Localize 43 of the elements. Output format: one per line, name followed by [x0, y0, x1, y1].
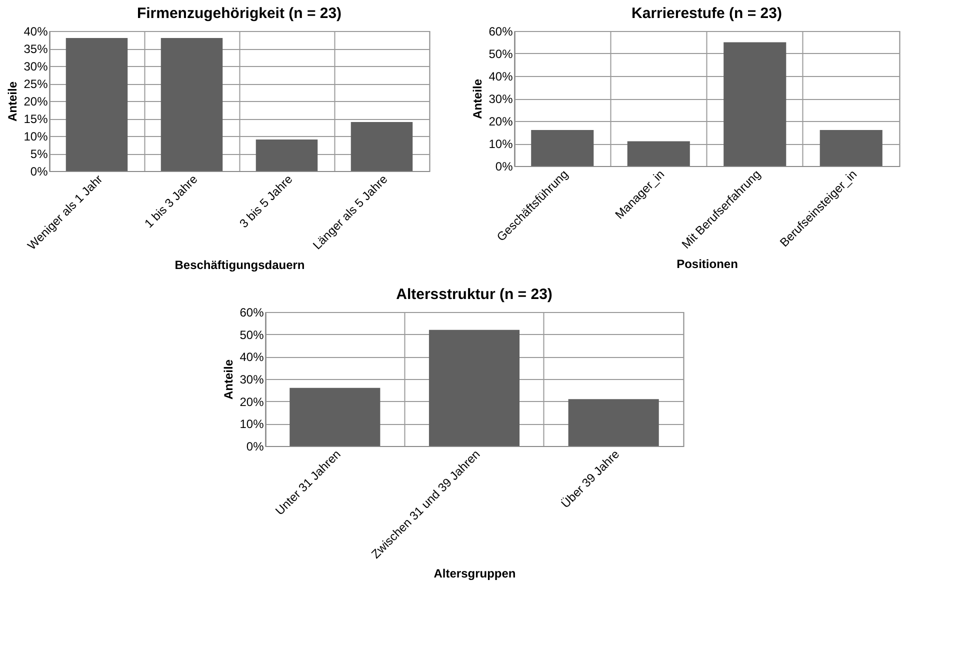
y-tick-label: 20% — [24, 94, 48, 108]
y-tick-label: 35% — [24, 42, 48, 56]
chart-title: Firmenzugehörigkeit (n = 23) — [136, 5, 342, 22]
y-tick-label: 50% — [240, 328, 264, 342]
bar — [350, 122, 413, 171]
y-tick-label: 15% — [24, 112, 48, 126]
bar — [428, 330, 520, 446]
bar — [724, 42, 786, 166]
bar — [66, 38, 128, 171]
y-tick-label: 10% — [24, 130, 48, 144]
x-axis-title: Beschäftigungsdauern — [174, 258, 305, 272]
y-tick-label: 10% — [488, 137, 514, 151]
y-tick-label: 30% — [24, 60, 48, 74]
bar — [160, 38, 223, 171]
y-axis-title: Anteile — [470, 78, 485, 120]
y-tick-label: 50% — [488, 47, 514, 61]
chart-title: Karrierestufe (n = 23) — [632, 5, 782, 22]
y-tick-label: 20% — [240, 394, 264, 409]
y-tick-label: 30% — [240, 372, 264, 386]
y-tick-label: 60% — [240, 306, 264, 320]
y-tick-label: 40% — [24, 24, 48, 38]
y-axis-title: Anteile — [6, 81, 20, 122]
y-tick-label: 30% — [488, 92, 514, 106]
y-tick-label: 40% — [240, 350, 264, 364]
bar — [531, 130, 594, 166]
y-tick-label: 0% — [30, 164, 48, 178]
y-tick-label: 0% — [495, 160, 514, 174]
bar — [568, 399, 659, 446]
y-tick-label: 40% — [488, 70, 514, 84]
bar — [820, 130, 882, 166]
bar — [256, 140, 318, 171]
y-tick-label: 25% — [24, 77, 48, 91]
y-axis-title: Anteile — [222, 359, 236, 400]
y-tick-label: 10% — [240, 417, 264, 432]
chart-title: Altersstruktur (n = 23) — [396, 286, 552, 303]
y-tick-label: 20% — [488, 114, 514, 128]
bar — [290, 388, 380, 446]
y-tick-label: 60% — [488, 24, 514, 38]
y-tick-label: 0% — [246, 440, 264, 454]
y-tick-label: 5% — [30, 147, 48, 161]
x-axis-title: Altersgruppen — [434, 566, 516, 581]
bar — [627, 141, 690, 166]
x-axis-title: Positionen — [676, 256, 738, 271]
